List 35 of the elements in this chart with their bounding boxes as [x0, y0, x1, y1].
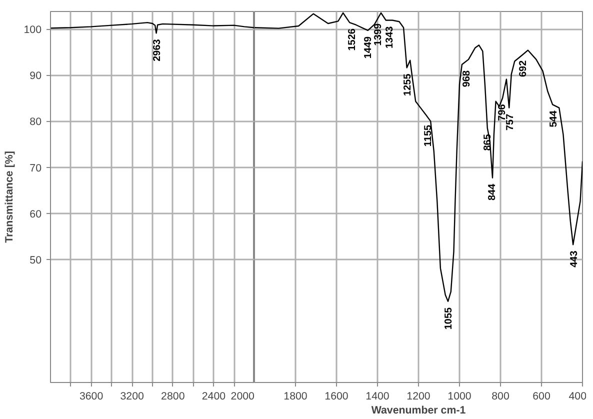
x-axis-title: Wavenumber cm-1	[371, 404, 466, 416]
x-tick-label: 3600	[79, 390, 104, 402]
x-tick-label: 3200	[120, 390, 144, 402]
annotation: 692	[518, 60, 530, 78]
annotation: 1055	[444, 306, 455, 330]
y-tick-label: 50	[30, 254, 42, 266]
annotation: 1155	[423, 124, 434, 147]
annotation: 1526	[347, 28, 358, 51]
x-tick-label: 1000	[448, 390, 472, 402]
annotation: 1255	[402, 73, 414, 96]
annotation: 757	[504, 113, 516, 131]
annotation: 968	[462, 70, 473, 88]
x-tick-label: 2400	[202, 390, 226, 402]
x-tick-label: 2000	[230, 390, 255, 402]
x-tick-label: 600	[532, 390, 550, 402]
y-tick-label: 70	[30, 162, 42, 174]
x-tick-label: 1600	[324, 390, 348, 402]
y-tick-label: 60	[30, 208, 42, 220]
annotation: 844	[486, 183, 498, 201]
x-tick-label: 2800	[161, 390, 185, 402]
annotation: 443	[569, 250, 580, 268]
y-tick-label: 100	[24, 24, 42, 36]
y-tick-label: 90	[30, 70, 42, 82]
annotation: 2963	[152, 38, 163, 62]
x-tick-label: 1400	[366, 390, 390, 402]
annotation: 1449	[362, 36, 374, 59]
x-tick-label: 1800	[284, 390, 308, 402]
y-tick-label: 80	[30, 116, 42, 128]
x-tick-label: 400	[568, 390, 587, 402]
x-tick-label: 800	[492, 390, 510, 402]
y-axis-title: Transmittance [%]	[4, 151, 16, 243]
annotation: 1343	[384, 26, 396, 49]
annotation: 1399	[373, 23, 384, 46]
annotation: 544	[548, 110, 560, 128]
x-tick-label: 1200	[406, 390, 430, 402]
